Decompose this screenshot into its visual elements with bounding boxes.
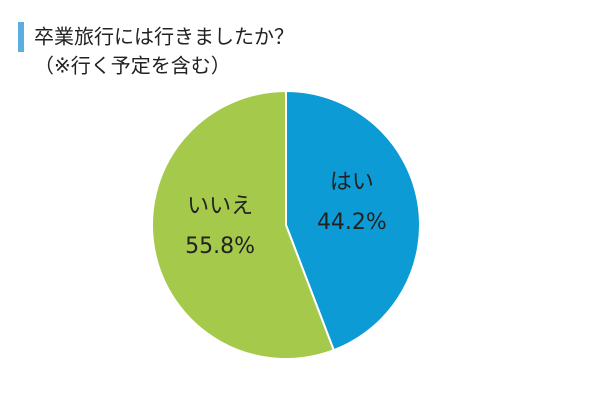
chart-subtitle: （※行く予定を含む） xyxy=(34,54,231,78)
chart-title: 卒業旅行には行きましたか？ xyxy=(34,25,294,49)
pie-slice xyxy=(151,89,336,360)
slice-value-label: 44.2% xyxy=(317,210,387,235)
pie-slice xyxy=(285,89,421,352)
title-accent xyxy=(18,22,24,52)
slice-name: いいえ xyxy=(187,194,253,219)
slice-name: はい xyxy=(330,170,374,195)
slice-value-label: 55.8% xyxy=(185,234,255,259)
